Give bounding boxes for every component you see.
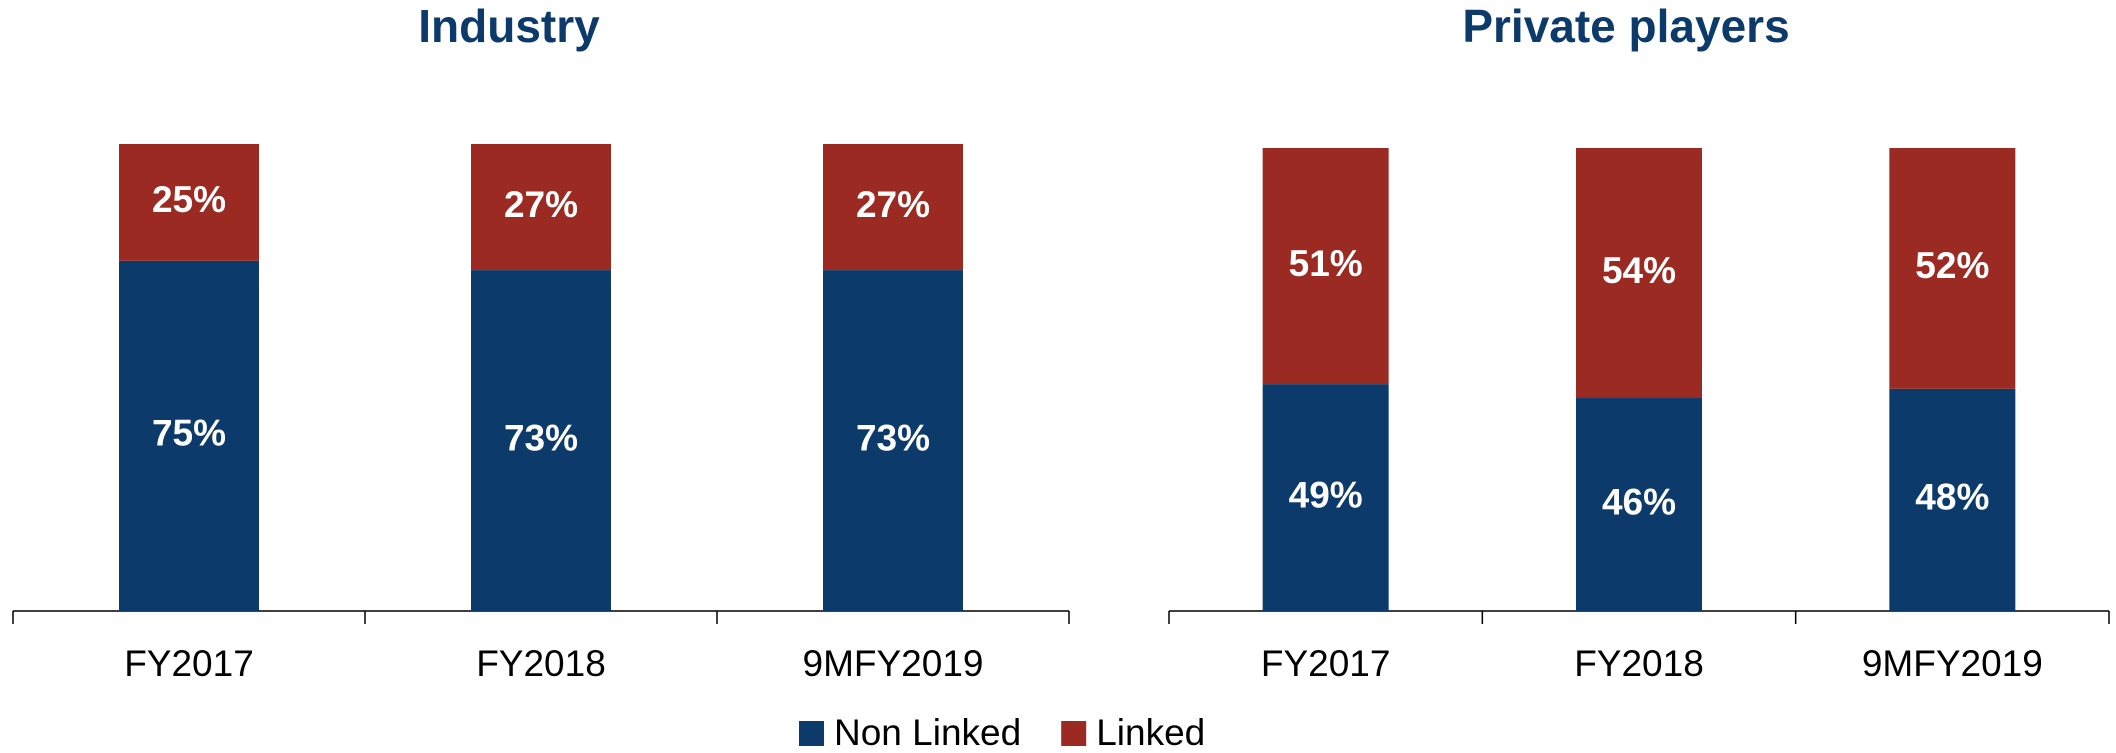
bar-segment <box>1576 398 1702 611</box>
chart-title: Industry <box>418 0 600 52</box>
legend-swatch <box>799 721 824 746</box>
data-label: 49% <box>1289 474 1363 515</box>
data-label: 51% <box>1289 243 1363 284</box>
legend-label: Non Linked <box>834 712 1021 753</box>
data-label: 52% <box>1915 245 1989 286</box>
x-tick-label: FY2018 <box>1574 643 1704 684</box>
data-label: 27% <box>856 184 930 225</box>
x-tick-label: FY2017 <box>124 643 254 684</box>
bar-segment <box>471 270 611 611</box>
data-label: 48% <box>1915 477 1989 518</box>
bar-segment <box>823 144 963 271</box>
data-label: 73% <box>504 417 578 458</box>
x-tick-label: FY2018 <box>476 643 606 684</box>
bar-segment <box>1262 384 1389 611</box>
data-label: 46% <box>1602 481 1676 522</box>
x-tick-label: FY2017 <box>1261 643 1391 684</box>
bar-segment <box>1889 148 2016 389</box>
data-label: 54% <box>1602 250 1676 291</box>
x-tick-label: 9MFY2019 <box>1862 643 2043 684</box>
bar-segment <box>471 144 611 271</box>
data-label: 73% <box>856 417 930 458</box>
data-label: 27% <box>504 184 578 225</box>
bar-segment <box>1889 388 2016 611</box>
bar-segment <box>1262 148 1389 385</box>
data-label: 75% <box>152 413 226 454</box>
legend-swatch <box>1061 721 1087 746</box>
bar-segment <box>119 260 259 611</box>
x-tick-label: 9MFY2019 <box>803 643 984 684</box>
chart-title: Private players <box>1462 0 1789 52</box>
bar-segment <box>119 144 259 261</box>
data-label: 25% <box>152 179 226 220</box>
bar-segment <box>1576 148 1702 399</box>
legend-label: Linked <box>1096 712 1205 753</box>
bar-segment <box>823 270 963 611</box>
